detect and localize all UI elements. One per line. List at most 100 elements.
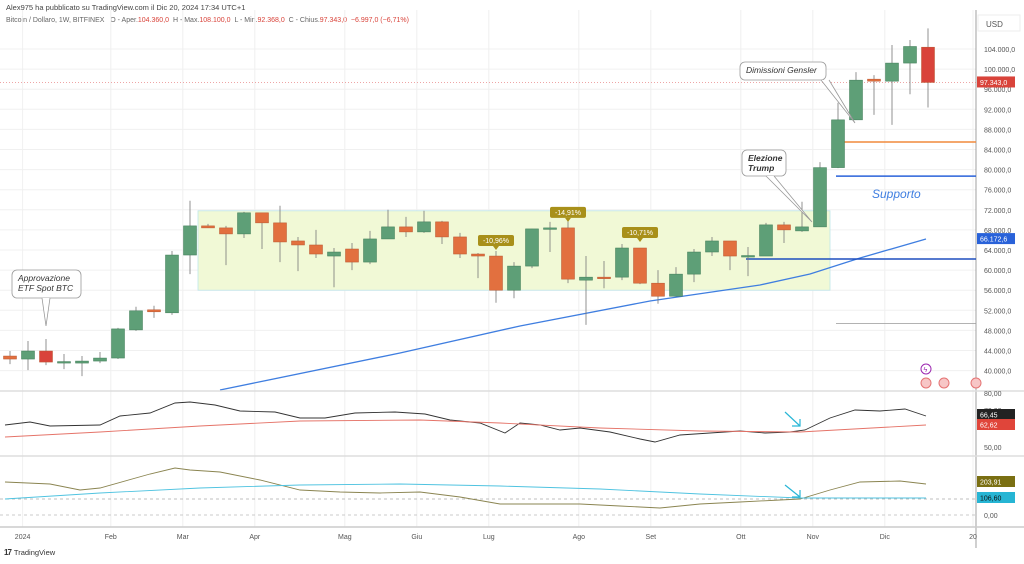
candle-body [723, 240, 737, 257]
price-tick: 68.000,0 [984, 228, 1011, 235]
symbol-name[interactable]: Bitcoin / Dollaro, 1W, BITFINEX [6, 17, 105, 24]
candle-body [183, 225, 197, 256]
indicator2-value-b-bg [977, 492, 1015, 503]
currency-label: USD [986, 20, 1003, 29]
candle [129, 306, 143, 331]
annotation-callout: Dimissioni Gensler [739, 61, 856, 124]
candle-body [471, 253, 485, 257]
price-tick: 64.000,0 [984, 248, 1011, 255]
event-icons: ϟ [920, 363, 982, 389]
candle [183, 200, 197, 275]
range-box [197, 210, 831, 291]
candle [849, 72, 863, 121]
trend-line [219, 238, 927, 391]
indicator2-value-b: 106,60 [980, 496, 1002, 503]
brand-label: TradingView [13, 548, 56, 557]
candle-body [687, 251, 701, 275]
published-info: Alex975 ha pubblicato su TradingView.com… [6, 3, 246, 12]
candle-body [489, 255, 503, 291]
drawdown-label: -14,91% [550, 206, 586, 222]
candle [543, 221, 557, 253]
candle-body [579, 276, 593, 281]
candle [507, 262, 521, 299]
candle [273, 205, 287, 263]
candle [489, 251, 503, 303]
candle [255, 212, 269, 249]
price-axis-bg [976, 0, 1024, 564]
tv-logo-icon: 17 [4, 548, 12, 557]
candle-body [615, 247, 629, 278]
time-tick: Feb [105, 534, 117, 541]
candle-body [651, 282, 665, 297]
currency-box[interactable] [977, 14, 1021, 32]
candle-body [813, 167, 827, 228]
arrow-head [792, 419, 801, 427]
tradingview-logo[interactable]: 17 TradingView [4, 548, 55, 557]
candle-body [561, 227, 575, 280]
flag-icon[interactable] [920, 377, 932, 389]
callout-box [11, 269, 82, 299]
candle [525, 228, 539, 269]
time-tick: Ago [573, 534, 586, 541]
candle-body [21, 350, 35, 360]
candle-body [201, 225, 215, 229]
candle [903, 39, 917, 95]
candle-body [417, 221, 431, 233]
high-value: 108.100,0 [199, 17, 231, 24]
drawdown-text: -10,96% [483, 238, 509, 245]
candle-body [543, 227, 557, 230]
flag-icon[interactable] [970, 377, 982, 389]
price-tick: 96.000,0 [984, 87, 1011, 94]
candle [57, 354, 71, 370]
time-tick: 2024 [15, 534, 31, 541]
candle [3, 351, 17, 365]
candle-body [399, 226, 413, 233]
candle-body [165, 254, 179, 314]
candle-body [363, 238, 377, 263]
candle-body [219, 227, 233, 235]
candle-body [507, 265, 521, 291]
indicator2-value-a-bg [977, 476, 1015, 487]
price-tick: 100.000,0 [984, 67, 1015, 74]
price-tick: 84.000,0 [984, 148, 1011, 155]
price-tick: 60.000,0 [984, 268, 1011, 275]
callout-box [739, 61, 827, 81]
time-tick: Mag [338, 534, 352, 541]
price-tick: 56.000,0 [984, 288, 1011, 295]
high-label: H - Max. [172, 17, 200, 24]
callout-box [741, 149, 787, 177]
candle [471, 253, 485, 279]
candle [579, 256, 593, 325]
candle-body [129, 310, 143, 331]
candle [399, 216, 413, 237]
candle [795, 201, 809, 232]
time-tick: Apr [249, 534, 261, 541]
price-axis[interactable]: 104.000,0 100.000,0 96.000,0 92.000,0 88.000… [977, 47, 1015, 376]
candle-body [147, 309, 161, 313]
time-tick: Giu [411, 534, 422, 541]
candle [291, 236, 305, 272]
candle [759, 222, 773, 257]
grid [0, 10, 976, 527]
drawdown-badge [550, 206, 586, 218]
lightning-icon[interactable] [920, 363, 932, 375]
candle-body [453, 236, 467, 255]
candle [201, 223, 215, 229]
candle-body [759, 224, 773, 257]
indicator2-tick: 0,00 [984, 513, 998, 520]
candle-body [849, 79, 863, 121]
candle-body [381, 226, 395, 240]
time-axis[interactable]: 2024 Feb Mar Apr Mag Giu Lug Ago Set Ott Nov Dic 20 [15, 534, 977, 541]
candle [165, 251, 179, 315]
trend-price-tag: 66.172,6 [980, 237, 1007, 244]
candle [777, 221, 791, 243]
candle [21, 340, 35, 371]
flag-icon[interactable] [938, 377, 950, 389]
candle-body [39, 350, 53, 363]
indicator-axes: 80,00 70,00 50,00 66,45 62,62 0,00 203,91 106,6… [977, 391, 1015, 520]
price-tick: 76.000,0 [984, 188, 1011, 195]
candle-body [273, 222, 287, 243]
price-tick: 92.000,0 [984, 107, 1011, 114]
